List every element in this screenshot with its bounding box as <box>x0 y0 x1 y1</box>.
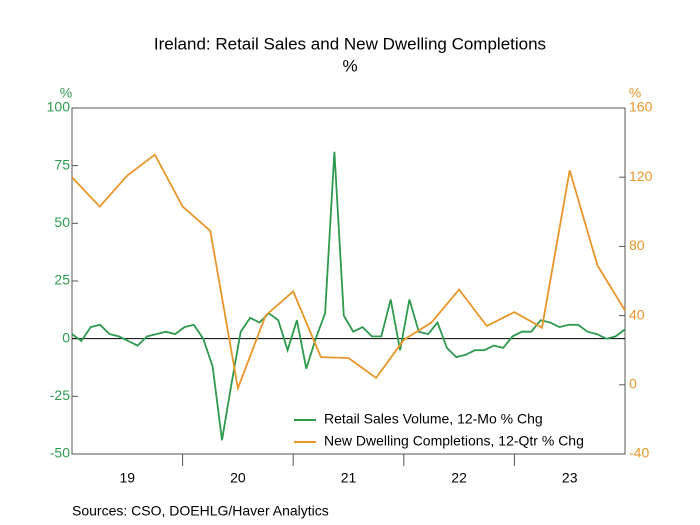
source: Sources: CSO, DOEHLG/Haver Analytics <box>72 503 329 519</box>
y2-axis-unit: % <box>629 85 641 101</box>
plot-frame <box>71 107 626 455</box>
y2-tick-label: 40 <box>629 306 645 322</box>
chart-subtitle: % <box>342 56 357 75</box>
y-tick-label: 25 <box>54 272 70 288</box>
y-tick-label: -50 <box>50 445 70 461</box>
x-tick-label: 19 <box>120 470 136 486</box>
series-line <box>71 151 626 441</box>
y-tick-label: -25 <box>50 387 70 403</box>
y2-tick-label: 160 <box>629 99 653 115</box>
x-tick-label: 22 <box>451 470 467 486</box>
y-axis-unit: % <box>60 85 72 101</box>
y2-tick-label: -40 <box>629 445 649 461</box>
y-tick-label: 100 <box>47 99 71 115</box>
y-tick-label: 50 <box>54 214 70 230</box>
legend-label: Retail Sales Volume, 12-Mo % Chg <box>324 411 543 427</box>
y-tick-label: 75 <box>54 156 70 172</box>
chart-title: Ireland: Retail Sales and New Dwelling C… <box>154 34 546 53</box>
series-line <box>71 153 626 392</box>
legend-label: New Dwelling Completions, 12-Qtr % Chg <box>324 433 584 449</box>
y2-tick-label: 120 <box>629 168 653 184</box>
y2-tick-label: 80 <box>629 237 645 253</box>
x-tick-label: 20 <box>230 470 246 486</box>
x-tick-label: 21 <box>341 470 357 486</box>
y2-tick-label: 0 <box>629 376 637 392</box>
x-tick-label: 23 <box>562 470 578 486</box>
y-tick-label: 0 <box>62 329 70 345</box>
